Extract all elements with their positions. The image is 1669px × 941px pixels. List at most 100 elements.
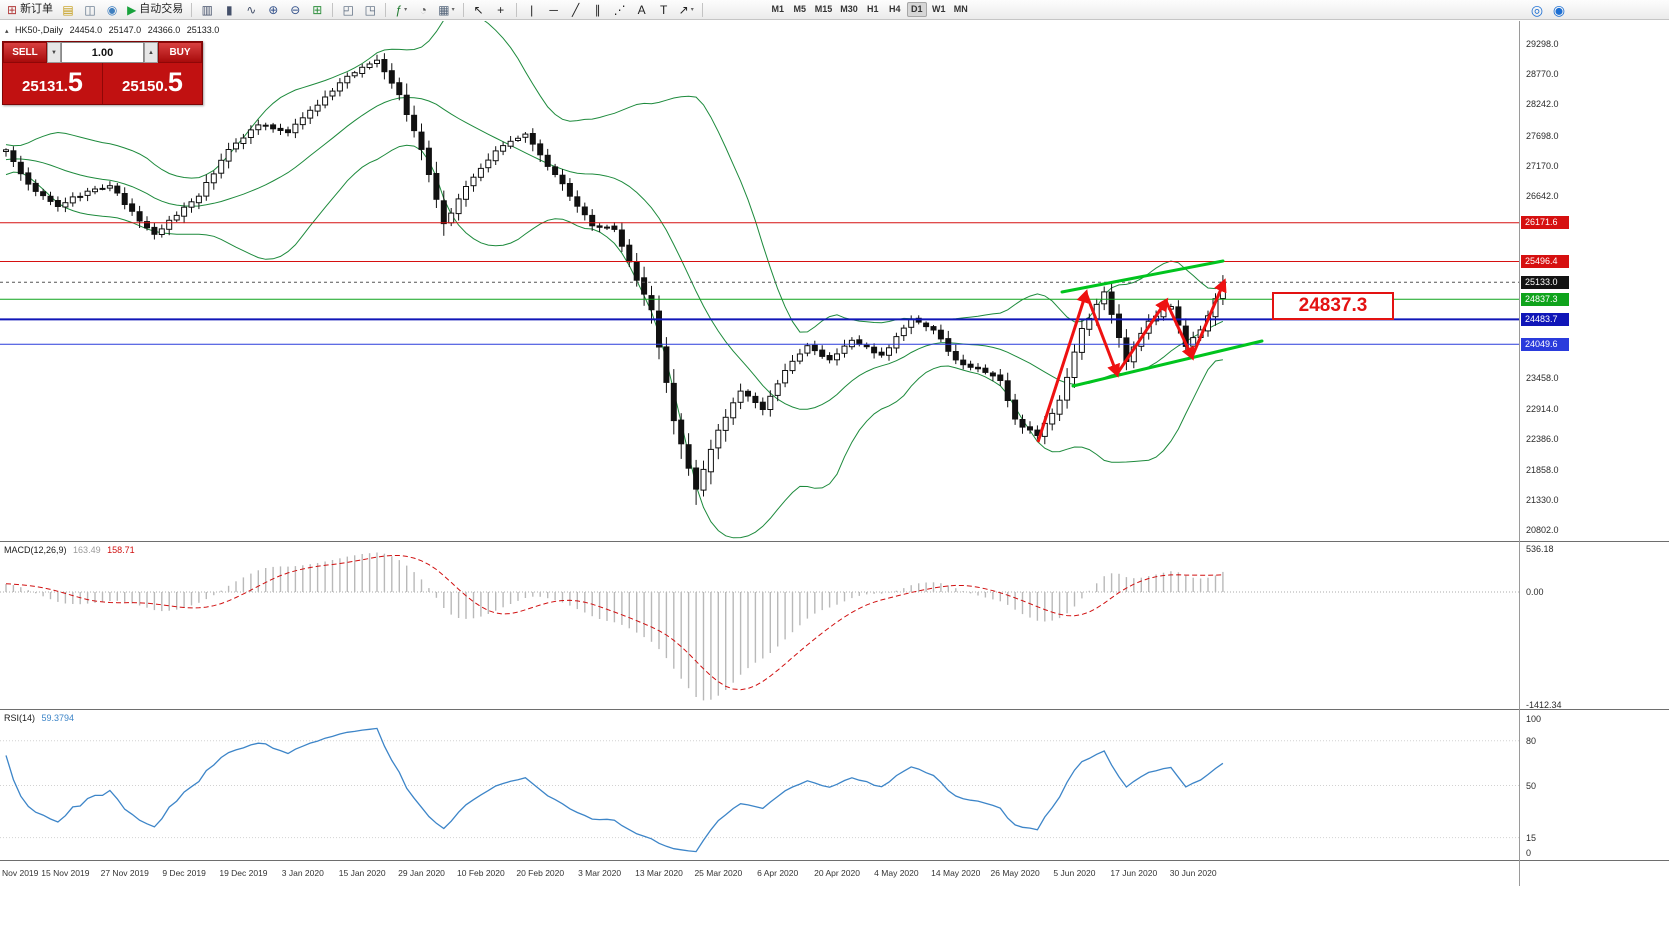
zigzag-arrow-5[interactable] [1190,278,1227,358]
charts-grid-icon[interactable]: ▤ [58,1,78,18]
one-click-trading-panel: SELL ▼ ▲ BUY 25131.5 25150.5 [2,41,203,105]
chart-line-icon[interactable]: ∿ [241,1,261,18]
horizontal-line-icon[interactable]: ─ [544,1,564,18]
fibonacci-icon[interactable]: ⋰ [610,1,630,18]
autotrading-button[interactable]: ▶ 自动交易 [124,1,186,18]
price-badge: 24837.3 [1521,292,1569,306]
charts-grid-icon-glyph: ▤ [62,2,74,17]
volume-decrease-button[interactable]: ▼ [47,42,61,63]
price-axis-label: 27698.0 [1526,130,1559,141]
toolbar-separator [191,2,193,17]
rsi-scale-label: 50 [1526,780,1537,791]
volume-input[interactable] [61,42,144,63]
price-callout[interactable]: 24837.3 [1272,292,1394,320]
community-icon[interactable]: ◉ [1552,1,1566,18]
toolbar-separator [385,2,387,17]
label-icon[interactable]: T [654,1,674,18]
tile-windows-icon[interactable]: ⊞ [307,1,327,18]
zoom-in-icon[interactable]: ⊕ [263,1,283,18]
subwindow-marker-icon: ▴ [5,28,9,35]
channel-lower-trendline[interactable] [1071,339,1264,388]
chart-list-icon[interactable]: ◳ [360,1,380,18]
cursor-icon[interactable]: ↖ [469,1,489,18]
dropdown-caret-icon: ▾ [690,6,694,13]
buy-price-display[interactable]: 25150.5 [103,63,202,104]
date-label: 25 Mar 2020 [694,868,743,878]
chart-close-value: 25133.0 [186,25,220,35]
timeframe-h1-button[interactable]: H1 [867,4,879,14]
zigzag-arrow-4[interactable] [1164,300,1195,361]
channel-upper-trendline[interactable] [1060,259,1225,294]
templates-icon[interactable]: ▦ ▾ [435,1,457,18]
price-axis-label: 22914.0 [1526,404,1559,415]
crosshair-icon[interactable]: + [491,1,511,18]
rsi-scale-label: 0 [1526,848,1532,858]
bollinger-middle-band [5,96,1224,410]
rsi-scale-label: 100 [1526,714,1542,724]
channel-icon[interactable]: ∥ [588,1,608,18]
rsi-scale-label: 15 [1526,832,1537,843]
chart-bars-icon[interactable]: ▥ [197,1,217,18]
templates-icon-glyph: ▦ [438,2,450,17]
vertical-line-icon-glyph: | [530,2,534,17]
timeframe-mn-button[interactable]: MN [953,4,968,14]
price-axis-border [1519,21,1520,886]
bollinger-lower-band [5,144,1223,539]
arrows-icon-glyph: ↗ [678,2,689,17]
timeframe-m5-button[interactable]: M5 [793,4,806,14]
chart-candles-icon[interactable]: ▮ [219,1,239,18]
new-order-icon: ⊞ [7,2,18,17]
date-label: Nov 2019 [2,868,39,878]
buy-button[interactable]: BUY [158,42,202,63]
toolbar-separator [462,2,464,17]
timeframe-m30-button[interactable]: M30 [840,4,858,14]
volume-increase-button[interactable]: ▲ [144,42,158,63]
price-axis-label: 28242.0 [1526,99,1559,110]
macd-signal-value: 158.71 [107,545,135,555]
sell-price-display[interactable]: 25131.5 [3,63,103,104]
new-chart-icon[interactable]: ◰ [338,1,358,18]
dropdown-caret-icon: ▾ [451,6,455,13]
date-label: 15 Nov 2019 [41,868,90,878]
toolbar-right-icons: ◎ ◉ [1526,1,1570,18]
zoom-out-icon[interactable]: ⊖ [285,1,305,18]
arrows-icon[interactable]: ↗ ▾ [676,1,697,18]
price-badge: 24049.6 [1521,337,1569,351]
channel-icon-glyph: ∥ [594,2,601,17]
zigzag-arrow-1[interactable] [1036,289,1090,443]
chart-candles-icon-glyph: ▮ [225,2,233,17]
price-axis-label: 27170.0 [1526,160,1559,171]
indicators-icon[interactable]: ƒ ▾ [391,1,411,18]
vertical-line-icon[interactable]: | [522,1,542,18]
timeframe-m15-button[interactable]: M15 [814,4,833,14]
alerts-icon-glyph: ◉ [106,2,118,17]
period-icon[interactable]: ◔ [413,1,433,18]
alerts-icon[interactable]: ◉ [102,1,122,18]
timeframe-w1-button[interactable]: W1 [932,4,946,14]
price-axis-label: 21330.0 [1526,494,1559,505]
crosshair-icon-glyph: + [497,2,505,17]
chart-open-value: 24454.0 [69,25,103,35]
price-axis-label: 29298.0 [1526,39,1559,49]
zigzag-arrow-2[interactable] [1084,292,1120,378]
buy-price-main: 25150. [122,78,168,95]
date-label: 3 Jan 2020 [281,868,324,878]
trendline-icon[interactable]: ╱ [566,1,586,18]
zigzag-arrow-3[interactable] [1115,297,1169,375]
rsi-label: RSI(14) 59.3794 [4,713,75,723]
timeframe-m1-button[interactable]: M1 [771,4,784,14]
bollinger-upper-band [5,21,1224,333]
profiles-icon[interactable]: ◫ [80,1,100,18]
price-axis-label: 20802.0 [1526,525,1559,535]
date-label: 20 Feb 2020 [516,868,565,878]
buy-price-big-digit: 5 [167,67,183,97]
text-icon[interactable]: A [632,1,652,18]
new-order-button[interactable]: ⊞ 新订单 [4,1,56,18]
timeframe-h4-button[interactable]: H4 [889,4,901,14]
search-icon[interactable]: ◎ [1530,1,1544,18]
caret-up-icon: ▲ [148,49,154,56]
timeframe-d1-button[interactable]: D1 [906,2,927,17]
sell-button[interactable]: SELL [3,42,47,63]
